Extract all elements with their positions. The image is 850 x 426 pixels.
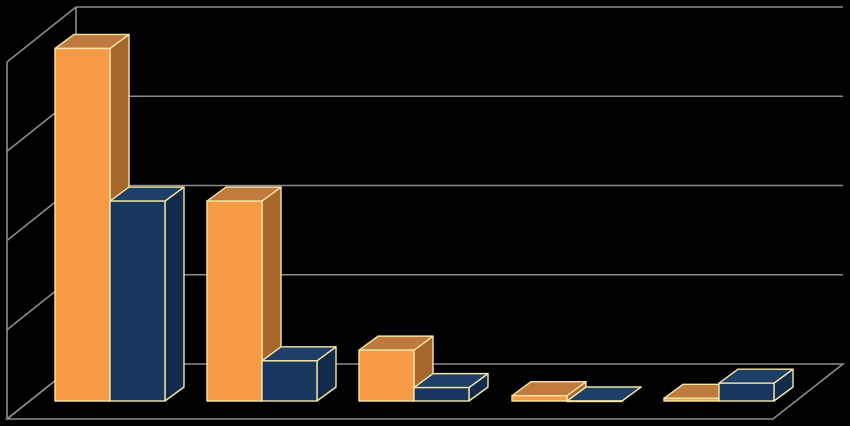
bar-front-face [206,200,263,402]
bar [566,386,642,403]
left-wall-gridline [6,6,77,63]
bar-front-face [261,360,318,402]
bar [261,346,337,402]
bar [109,186,185,402]
bar-front-face [54,47,111,402]
bar-front-face [566,400,623,403]
bar [718,368,794,402]
bar-front-face [663,397,720,402]
bar-front-face [718,382,775,402]
bar [206,186,282,402]
bar-side-face [164,186,185,402]
bar-front-face [358,349,415,402]
bar-front-face [109,200,166,402]
chart-floor [4,363,846,420]
bar [511,380,587,402]
bar-front-face [413,386,470,402]
bar-front-face [511,394,568,402]
bars-group [54,33,794,403]
bar [413,372,489,402]
